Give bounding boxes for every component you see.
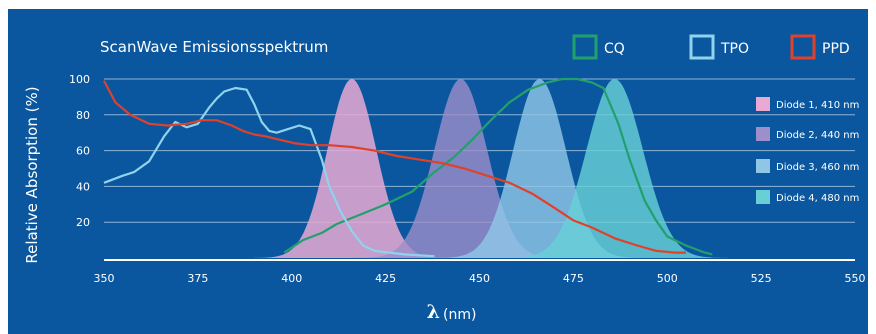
legend-label: CQ: [604, 41, 625, 57]
chart-svg: 20 40 60 80 100 350 375 400 425 450 475 500 525 550 D…: [23, 34, 866, 323]
x-tick-label: 475: [563, 272, 584, 285]
legend-label: PPD: [822, 41, 850, 57]
x-axis-unit: (nm): [443, 307, 476, 323]
diode-legend-swatch: [756, 159, 770, 173]
legend-swatch: [572, 34, 598, 60]
diode-legend-label: Diode 2, 440 nm: [776, 130, 859, 141]
x-tick-label: 375: [187, 272, 208, 285]
diode-legend-label: Diode 3, 460 nm: [776, 162, 859, 173]
x-tick-label: 400: [281, 272, 302, 285]
y-tick-label: 60: [76, 145, 90, 158]
chart-title: ScanWave Emissionsspektrum: [100, 38, 328, 56]
diode-legend-swatch: [756, 190, 770, 204]
x-tick-label: 450: [469, 272, 490, 285]
series-line: [103, 80, 686, 254]
y-tick-label: 40: [76, 180, 90, 193]
x-tick-label: 425: [375, 272, 396, 285]
chart-panel: 20 40 60 80 100 350 375 400 425 450 475 500 525 550 D…: [8, 9, 868, 334]
diode-area: [249, 79, 455, 258]
y-tick-label: 20: [76, 216, 90, 229]
x-axis-symbol: λ: [427, 301, 440, 323]
x-tick-label: 350: [94, 272, 115, 285]
y-tick-label: 80: [76, 109, 90, 122]
legend-label: TPO: [720, 41, 749, 57]
diode-area: [496, 79, 733, 258]
x-tick-label: 500: [657, 272, 678, 285]
diode-legend-swatch: [756, 97, 770, 111]
y-axis-label: Relative Absorption (%): [23, 86, 41, 263]
y-tick-label: 100: [69, 73, 90, 86]
legend-swatch: [689, 34, 715, 60]
series-line: [283, 77, 713, 256]
x-tick-label: 525: [751, 272, 772, 285]
diode-legend-label: Diode 1, 410 nm: [776, 100, 859, 111]
diode-legend-label: Diode 4, 480 nm: [776, 193, 859, 204]
legend-swatch: [790, 34, 816, 60]
x-tick-label: 550: [845, 272, 866, 285]
diode-area: [429, 79, 650, 258]
diode-legend-swatch: [756, 127, 770, 141]
